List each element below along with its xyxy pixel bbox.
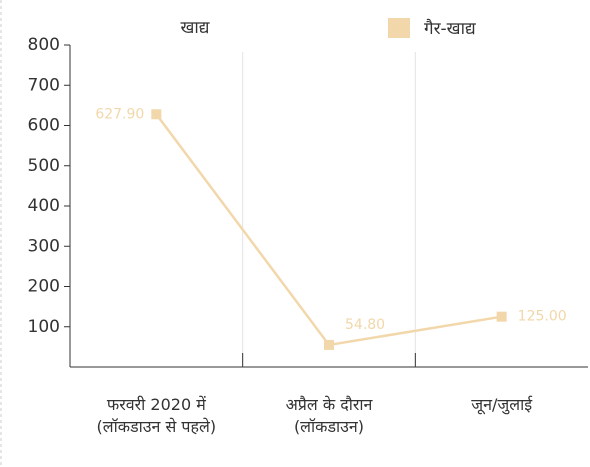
legend-label: गैर-खाद्य: [424, 18, 476, 39]
y-tick-label: 300: [28, 236, 60, 256]
legend-swatch: [388, 18, 410, 38]
y-tick-label: 200: [28, 277, 60, 297]
value-label: 54.80: [345, 317, 385, 333]
x-tick-label: फरवरी 2020 में (लॉकडाउन से पहले): [96, 395, 217, 436]
y-tick-label: 700: [28, 75, 60, 95]
value-label: 125.00: [518, 309, 567, 325]
y-tick-label: 100: [28, 317, 60, 337]
chart-title: खाद्य: [180, 18, 209, 38]
y-tick-label: 600: [28, 116, 60, 136]
y-tick-label: 500: [28, 156, 60, 176]
y-tick-label: 400: [28, 196, 60, 216]
x-tick-label: जून/जुलाई: [471, 395, 533, 414]
series-line: [155, 113, 502, 347]
point: [496, 311, 507, 322]
point: [151, 109, 162, 120]
x-tick-label: अप्रैल के दौरान (लॉकडाउन): [285, 395, 373, 436]
point: [324, 339, 334, 350]
value-label: 627.90: [95, 106, 144, 122]
y-tick-label: 800: [28, 35, 60, 55]
